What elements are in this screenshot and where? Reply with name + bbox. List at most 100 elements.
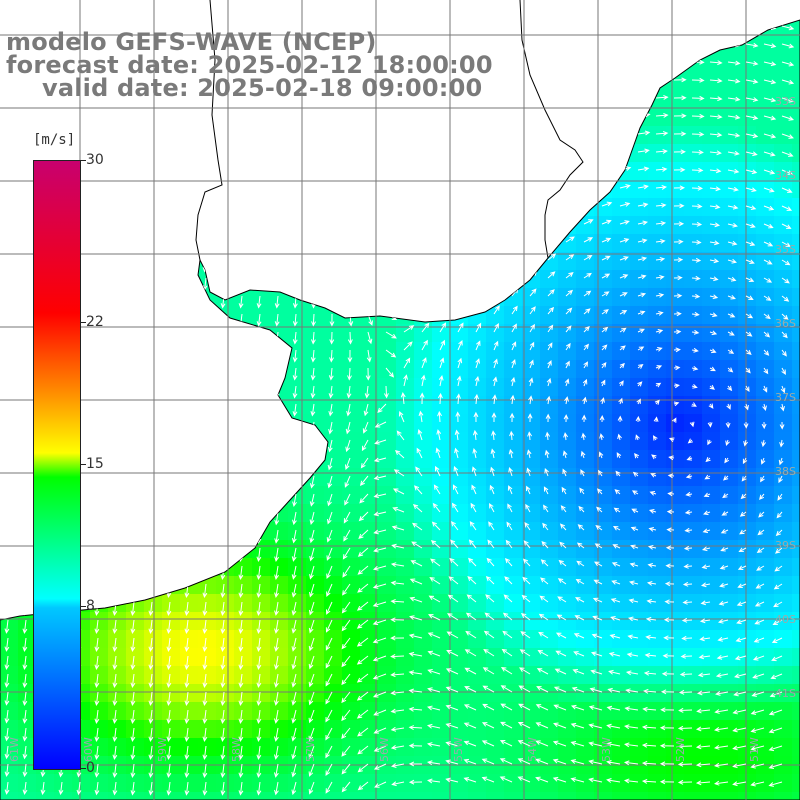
wind-cell [198, 162, 217, 181]
wind-arrow [475, 181, 487, 189]
wind-cell [252, 540, 271, 559]
wind-arrow [530, 4, 541, 8]
wind-arrow [745, 367, 751, 374]
wind-cell [504, 252, 523, 271]
wind-cell [234, 360, 253, 379]
wind-arrow [439, 322, 447, 333]
wind-cell [144, 504, 163, 523]
wind-cell [432, 198, 451, 217]
wind-cell [108, 234, 127, 253]
wind-arrow [4, 421, 10, 435]
wind-cell [684, 486, 703, 505]
wind-cell [648, 576, 667, 595]
wind-arrow [202, 745, 208, 761]
wind-cell [738, 180, 757, 199]
wind-cell [378, 396, 397, 415]
wind-cell [378, 126, 397, 145]
wind-cell [396, 126, 415, 145]
wind-cell [504, 504, 523, 523]
wind-arrow [691, 257, 702, 263]
wind-arrow [220, 385, 226, 399]
wind-cell [630, 360, 649, 379]
wind-arrow [94, 673, 100, 689]
wind-cell [432, 684, 451, 703]
wind-arrow [680, 653, 693, 659]
wind-arrow [166, 367, 172, 381]
wind-arrow [238, 673, 244, 689]
wind-cell [792, 126, 800, 145]
wind-arrow [655, 184, 667, 190]
wind-cell [198, 342, 217, 361]
wind-arrow [403, 115, 417, 120]
wind-cell [612, 558, 631, 577]
wind-cell [36, 0, 55, 19]
wind-arrow [582, 396, 587, 405]
wind-arrow [274, 529, 280, 544]
wind-cell [558, 126, 577, 145]
wind-arrow [781, 259, 791, 266]
wind-arrow [655, 59, 669, 64]
wind-arrow [275, 20, 280, 21]
wind-cell [108, 198, 127, 217]
wind-arrow [4, 151, 10, 165]
wind-arrow [662, 653, 675, 659]
wind-arrow [412, 503, 423, 513]
wind-arrow [471, 466, 477, 477]
wind-arrow [517, 721, 531, 729]
wind-cell [18, 774, 37, 793]
wind-arrow [386, 8, 395, 15]
wind-arrow [727, 276, 737, 282]
wind-cell [108, 0, 127, 19]
wind-cell [108, 378, 127, 397]
wind-arrow [601, 75, 615, 81]
wind-arrow [468, 557, 477, 567]
wind-cell [414, 702, 433, 721]
wind-arrow [759, 493, 765, 501]
wind-cell [504, 540, 523, 559]
wind-cell [504, 666, 523, 685]
wind-arrow [463, 722, 477, 729]
wind-cell [684, 792, 703, 800]
wind-cell [144, 630, 163, 649]
wind-arrow [472, 429, 478, 441]
wind-cell [558, 0, 577, 19]
wind-cell [486, 20, 505, 37]
wind-arrow [445, 686, 459, 693]
wind-arrow [130, 241, 136, 255]
wind-cell [504, 468, 523, 487]
wind-arrow [393, 469, 405, 477]
wind-cell [666, 414, 685, 433]
wind-cell [90, 270, 109, 289]
wind-arrow [184, 331, 190, 345]
wind-arrow [22, 367, 28, 381]
wind-arrow [367, 223, 376, 235]
wind-cell [90, 216, 109, 235]
wind-cell [252, 108, 271, 127]
wind-cell [234, 450, 253, 469]
wind-cell [108, 450, 127, 469]
wind-cell [324, 342, 343, 361]
wind-cell [468, 414, 487, 433]
wind-arrow [470, 502, 477, 513]
wind-cell [720, 216, 739, 235]
wind-arrow [291, 547, 297, 562]
wind-cell [0, 486, 19, 505]
wind-cell [612, 486, 631, 505]
wind-arrow [722, 493, 729, 499]
wind-arrow [439, 147, 453, 153]
wind-arrow [220, 583, 226, 599]
wind-cell [126, 576, 145, 595]
wind-arrow [94, 385, 100, 399]
wind-cell [162, 594, 181, 613]
wind-arrow [780, 403, 785, 412]
wind-cell [0, 468, 19, 487]
wind-cell [306, 360, 325, 379]
wind-arrow [464, 667, 477, 675]
wind-cell [180, 612, 199, 631]
wind-arrow [274, 133, 280, 147]
wind-cell [0, 504, 19, 523]
wind-cell [666, 270, 685, 289]
wind-cell [792, 648, 800, 667]
wind-arrow [349, 241, 355, 255]
wind-cell [216, 180, 235, 199]
